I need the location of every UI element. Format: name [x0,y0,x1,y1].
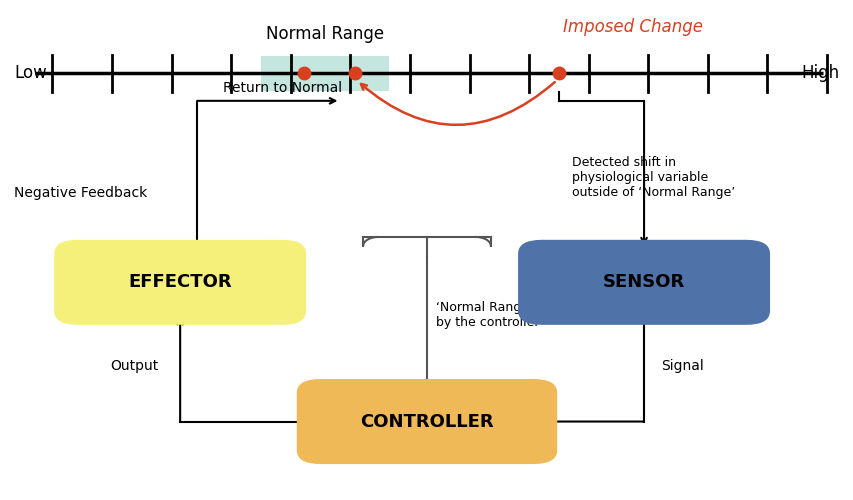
FancyBboxPatch shape [296,379,557,464]
Text: CONTROLLER: CONTROLLER [360,412,493,430]
Text: Return to Normal: Return to Normal [223,81,341,95]
FancyBboxPatch shape [518,240,769,325]
FancyBboxPatch shape [54,240,305,325]
Text: ‘Normal Range’ is set
by the controller: ‘Normal Range’ is set by the controller [435,301,569,329]
Text: High: High [801,64,838,82]
Text: EFFECTOR: EFFECTOR [128,274,232,291]
Text: Low: Low [15,64,47,82]
Text: Normal Range: Normal Range [265,24,384,42]
Text: Detected shift in
physiological variable
outside of ‘Normal Range’: Detected shift in physiological variable… [571,156,734,199]
Text: Signal: Signal [660,359,703,373]
Text: Imposed Change: Imposed Change [562,18,702,36]
Text: Negative Feedback: Negative Feedback [15,186,148,200]
Bar [261,56,388,92]
Text: Output: Output [111,359,159,373]
Text: SENSOR: SENSOR [602,274,684,291]
